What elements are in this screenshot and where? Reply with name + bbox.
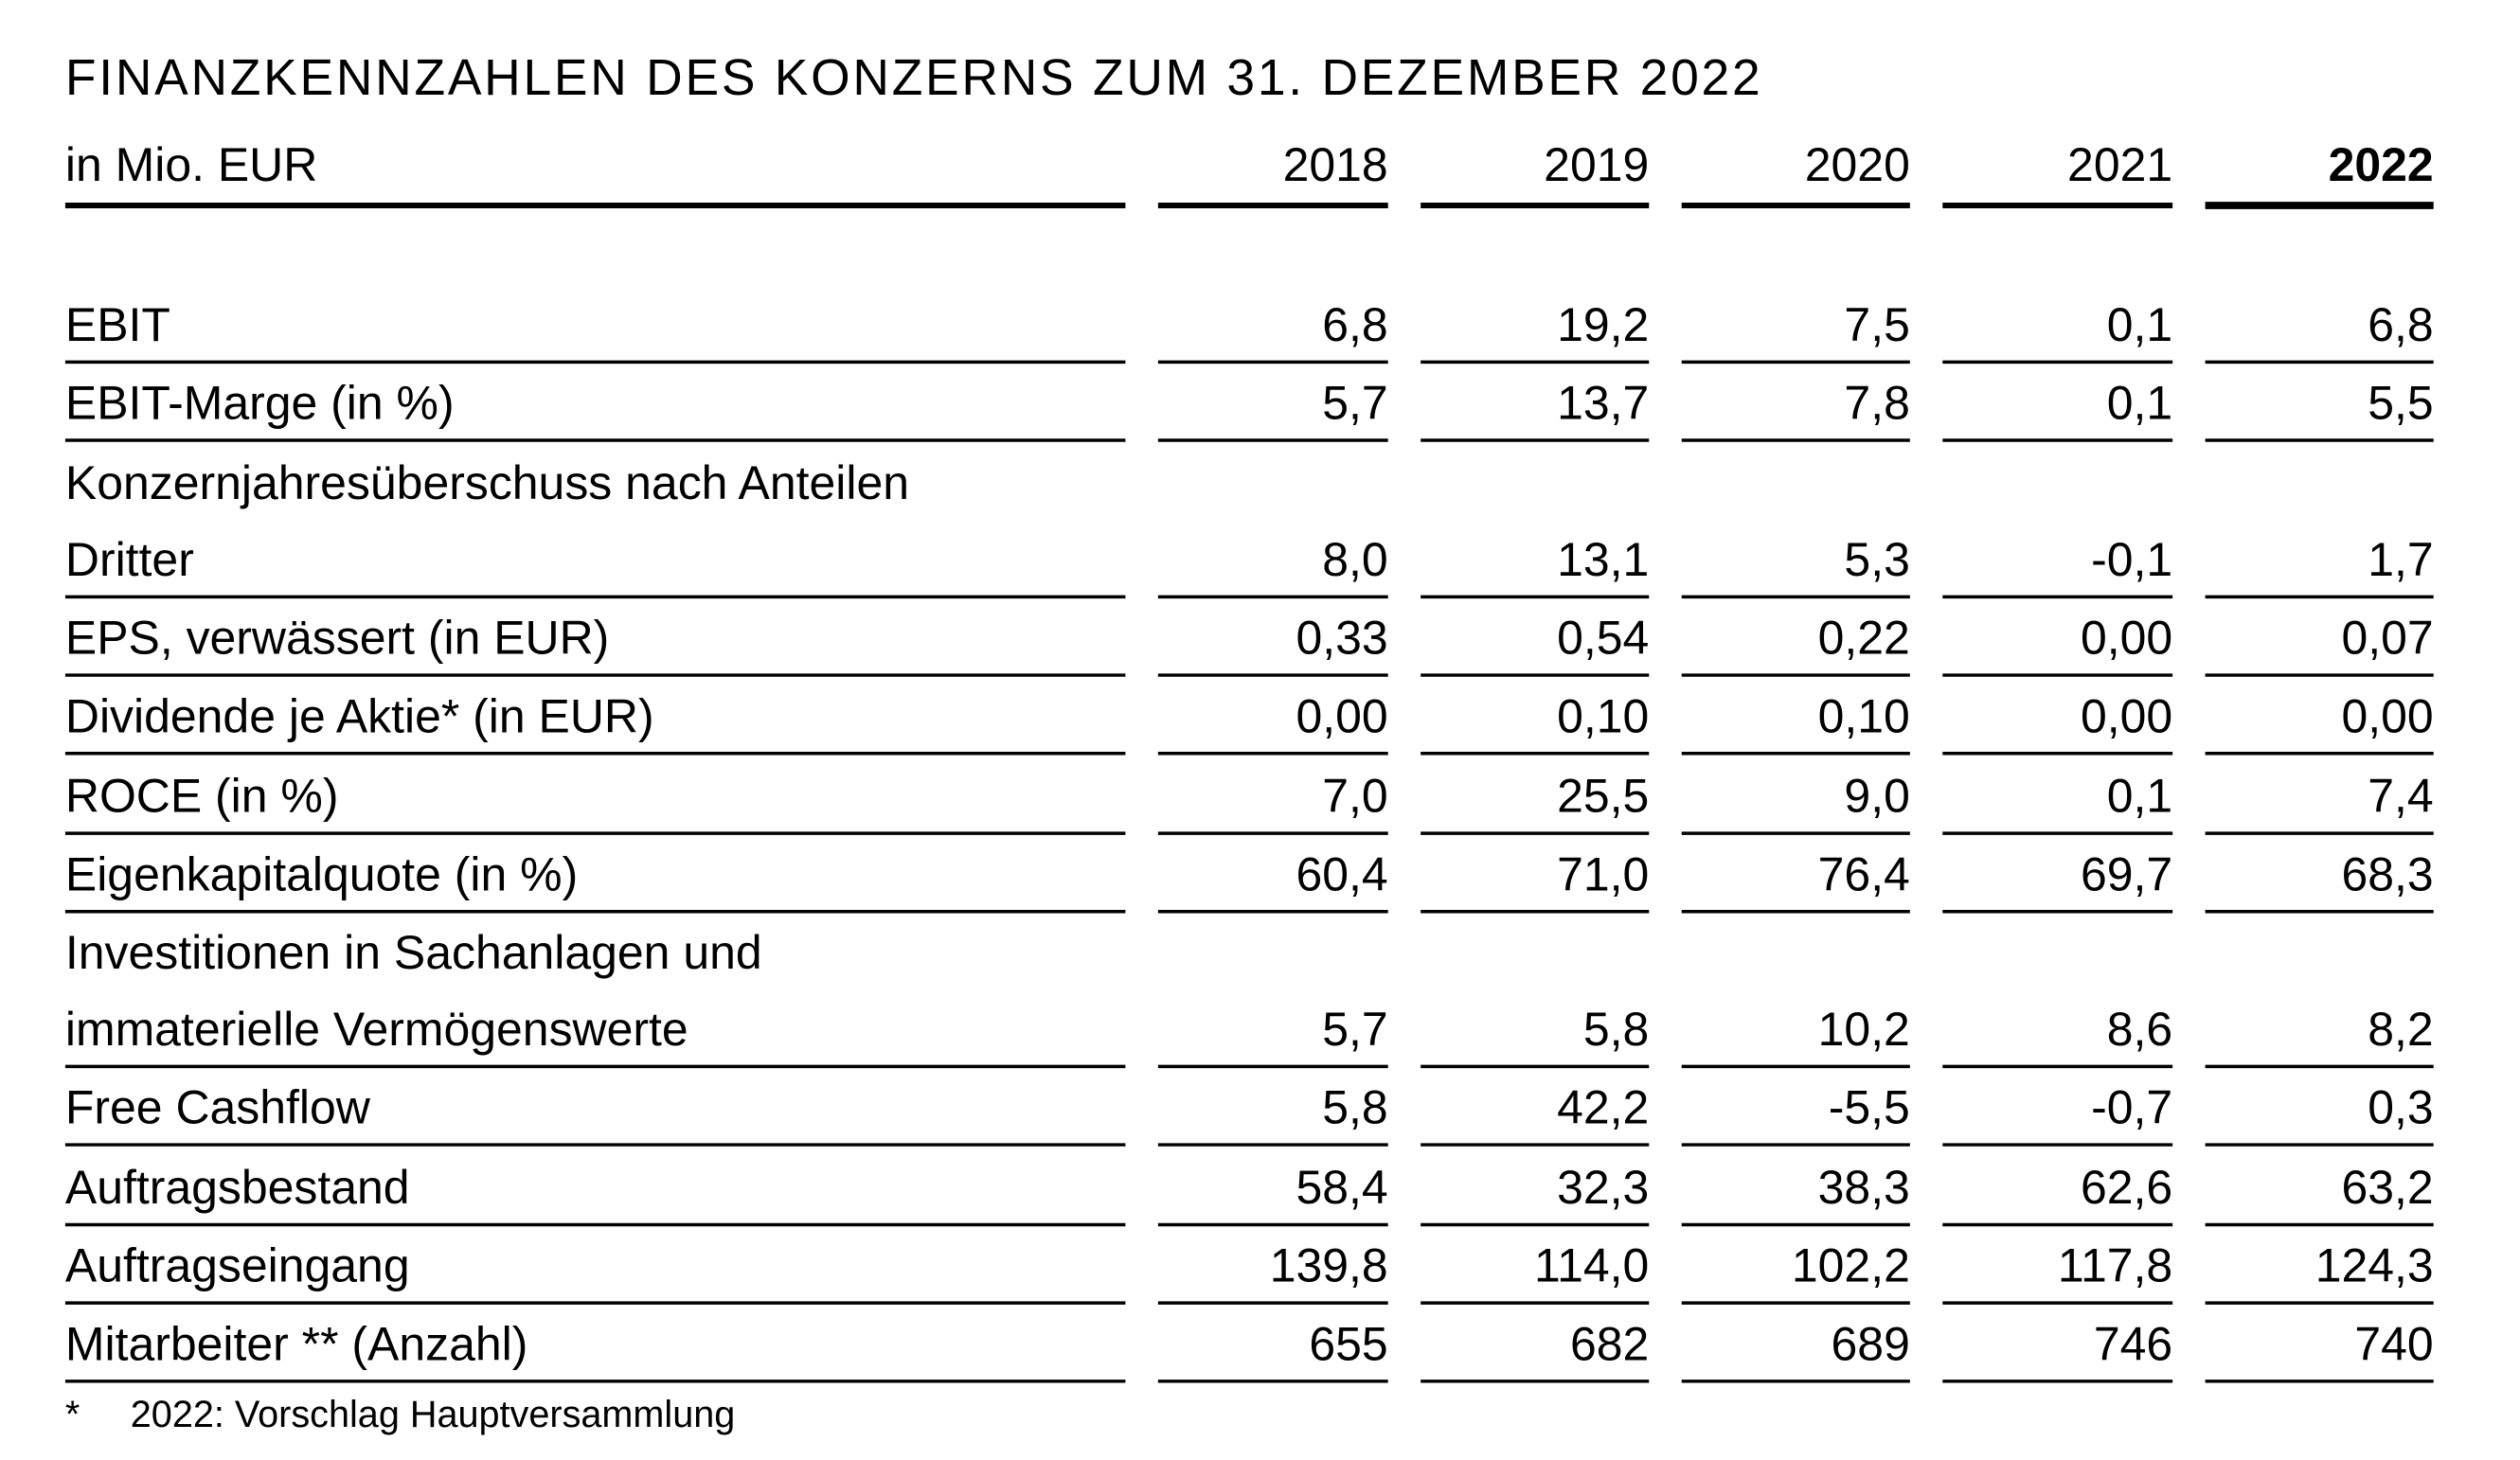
cell-value: 0,10 (1818, 689, 1910, 742)
cell-value: 0,54 (1557, 612, 1649, 665)
cell-value: 0,00 (2081, 612, 2172, 665)
cell-value: 139,8 (1270, 1239, 1388, 1292)
cell-value: 0,10 (1557, 689, 1649, 742)
cell-value: -0,1 (2091, 533, 2172, 586)
cell-value: 740 (2354, 1317, 2433, 1370)
cell-value: 114,0 (1534, 1239, 1649, 1292)
cell-value: 0,1 (2107, 770, 2172, 823)
cell-value: 6,8 (1322, 298, 1387, 351)
cell-value: 746 (2094, 1317, 2172, 1370)
row-label: Auftragseingang (65, 1239, 410, 1292)
cell-value: 0,33 (1296, 612, 1387, 665)
cell-value: 69,7 (2081, 847, 2172, 900)
row-label: Eigenkapitalquote (in %) (65, 847, 578, 900)
row-label: EBIT (65, 298, 170, 351)
cell-value: 689 (1832, 1317, 1910, 1370)
cell-value: 38,3 (1818, 1161, 1910, 1214)
cell-value: 13,1 (1557, 533, 1649, 586)
cell-value: 8,6 (2107, 1003, 2172, 1056)
cell-value: 7,8 (1844, 377, 1909, 430)
row-label: EBIT-Marge (in %) (65, 377, 455, 430)
footnote-text: 2022: Vorschlag Hauptversammlung (131, 1394, 736, 1435)
column-header: 2021 (2067, 138, 2172, 191)
cell-value: 7,0 (1322, 770, 1387, 823)
row-label: Investitionen in Sachanlagen und (65, 926, 762, 979)
title: FINANZKENNZAHLEN DES KONZERNS ZUM 31. DE… (65, 50, 1763, 106)
column-header: 2022 (2329, 138, 2434, 191)
cell-value: 0,00 (1296, 689, 1387, 742)
cell-value: 62,6 (2081, 1161, 2172, 1214)
row-label: Konzernjahresüberschuss nach Anteilen (65, 456, 909, 509)
cell-value: 42,2 (1557, 1081, 1649, 1134)
row-label: Auftragsbestand (65, 1161, 410, 1214)
cell-value: 13,7 (1557, 377, 1649, 430)
cell-value: 8,0 (1322, 533, 1387, 586)
cell-value: 5,7 (1322, 1003, 1387, 1056)
cell-value: 5,7 (1322, 377, 1387, 430)
cell-value: 124,3 (2315, 1239, 2434, 1292)
cell-value: 58,4 (1296, 1161, 1387, 1214)
cell-value: 0,07 (2342, 612, 2434, 665)
cell-value: 25,5 (1557, 770, 1649, 823)
cell-value: 1,7 (2368, 533, 2433, 586)
cell-value: 5,8 (1583, 1003, 1649, 1056)
cell-value: 0,3 (2368, 1081, 2433, 1134)
row-label: ROCE (in %) (65, 770, 339, 823)
cell-value: 0,1 (2107, 377, 2172, 430)
cell-value: 682 (1570, 1317, 1649, 1370)
cell-value: 7,5 (1844, 298, 1909, 351)
row-label: Dividende je Aktie* (in EUR) (65, 689, 654, 742)
cell-value: 76,4 (1818, 847, 1910, 900)
cell-value: 7,4 (2368, 770, 2433, 823)
cell-value: 68,3 (2342, 847, 2434, 900)
row-label: Mitarbeiter ** (Anzahl) (65, 1317, 527, 1370)
cell-value: -0,7 (2091, 1081, 2172, 1134)
column-header: 2019 (1544, 138, 1649, 191)
cell-value: 8,2 (2368, 1003, 2433, 1056)
cell-value: 0,00 (2081, 689, 2172, 742)
column-header: 2018 (1283, 138, 1388, 191)
cell-value: 10,2 (1818, 1003, 1910, 1056)
cell-value: 5,5 (2368, 377, 2433, 430)
row-label: EPS, verwässert (in EUR) (65, 612, 609, 665)
unit-label: in Mio. EUR (65, 138, 317, 191)
cell-value: 0,1 (2107, 298, 2172, 351)
cell-value: -5,5 (1829, 1081, 1910, 1134)
cell-value: 19,2 (1557, 298, 1649, 351)
cell-value: 32,3 (1557, 1161, 1649, 1214)
column-header: 2020 (1805, 138, 1910, 191)
cell-value: 71,0 (1557, 847, 1649, 900)
cell-value: 102,2 (1792, 1239, 1910, 1292)
footnote-marker: * (65, 1394, 80, 1435)
cell-value: 5,8 (1322, 1081, 1387, 1134)
cell-value: 0,22 (1818, 612, 1910, 665)
cell-value: 63,2 (2342, 1161, 2434, 1214)
cell-value: 0,00 (2342, 689, 2434, 742)
row-label: Free Cashflow (65, 1081, 371, 1134)
cell-value: 5,3 (1844, 533, 1909, 586)
cell-value: 60,4 (1296, 847, 1387, 900)
row-label: immaterielle Vermögenswerte (65, 1003, 688, 1056)
cell-value: 655 (1309, 1317, 1387, 1370)
cell-value: 9,0 (1844, 770, 1909, 823)
cell-value: 117,8 (2058, 1239, 2172, 1292)
row-label: Dritter (65, 533, 194, 586)
cell-value: 6,8 (2368, 298, 2433, 351)
